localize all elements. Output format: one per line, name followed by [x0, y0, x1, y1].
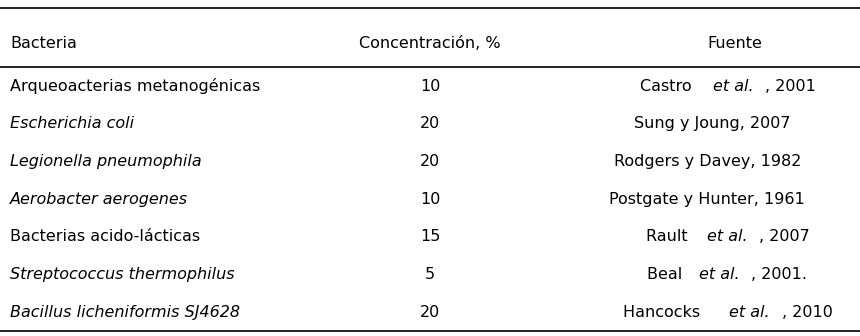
- Text: Arqueoacterias metanogénicas: Arqueoacterias metanogénicas: [10, 78, 261, 94]
- Text: Sung y Joung, 2007: Sung y Joung, 2007: [635, 116, 791, 131]
- Text: , 2001.: , 2001.: [752, 267, 808, 282]
- Text: 20: 20: [420, 154, 440, 169]
- Text: , 2001: , 2001: [765, 79, 816, 93]
- Text: et al.: et al.: [729, 305, 770, 320]
- Text: Concentración, %: Concentración, %: [359, 36, 501, 51]
- Text: Rault: Rault: [646, 229, 693, 244]
- Text: et al.: et al.: [699, 267, 740, 282]
- Text: Legionella pneumophila: Legionella pneumophila: [10, 154, 202, 169]
- Text: Beal: Beal: [647, 267, 687, 282]
- Text: , 2007: , 2007: [759, 229, 809, 244]
- Text: Bacillus licheniformis SJ4628: Bacillus licheniformis SJ4628: [10, 305, 240, 320]
- Text: Castro: Castro: [640, 79, 697, 93]
- Text: Bacterias acido-lácticas: Bacterias acido-lácticas: [10, 229, 200, 244]
- Text: 20: 20: [420, 305, 440, 320]
- Text: Fuente: Fuente: [708, 36, 763, 51]
- Text: Postgate y Hunter, 1961: Postgate y Hunter, 1961: [609, 192, 805, 207]
- Text: Rodgers y Davey, 1982: Rodgers y Davey, 1982: [614, 154, 802, 169]
- Text: Aerobacter aerogenes: Aerobacter aerogenes: [10, 192, 188, 207]
- Text: et al.: et al.: [707, 229, 747, 244]
- Text: Bacteria: Bacteria: [10, 36, 77, 51]
- Text: 5: 5: [425, 267, 435, 282]
- Text: , 2010: , 2010: [782, 305, 832, 320]
- Text: Escherichia coli: Escherichia coli: [10, 116, 134, 131]
- Text: 20: 20: [420, 116, 440, 131]
- Text: et al.: et al.: [713, 79, 753, 93]
- Text: Hancocks: Hancocks: [624, 305, 705, 320]
- Text: 10: 10: [420, 192, 440, 207]
- Text: 15: 15: [420, 229, 440, 244]
- Text: Streptococcus thermophilus: Streptococcus thermophilus: [10, 267, 235, 282]
- Text: 10: 10: [420, 79, 440, 93]
